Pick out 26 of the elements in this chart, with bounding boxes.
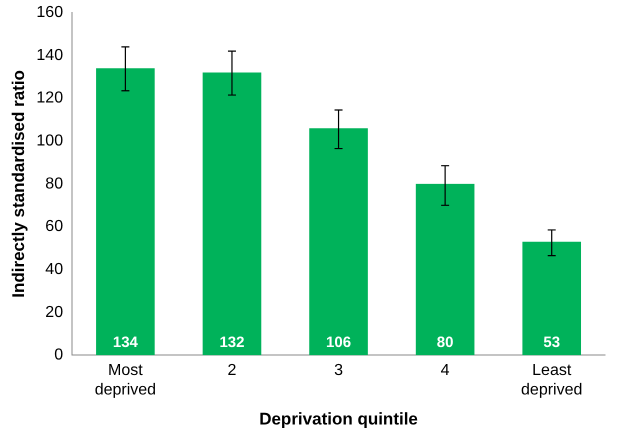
y-tick-label: 80 xyxy=(45,175,64,192)
y-tick-label: 0 xyxy=(54,346,64,364)
bar xyxy=(309,128,368,356)
x-tick-label: 2 xyxy=(228,362,237,380)
x-tick-label: Most deprived xyxy=(94,362,156,398)
data-label: 132 xyxy=(219,334,244,351)
y-tick-label: 20 xyxy=(45,304,64,321)
x-tick-label: Least deprived xyxy=(521,362,582,398)
y-tick-label: 60 xyxy=(45,218,64,236)
bar xyxy=(96,68,155,356)
x-tick-label: 4 xyxy=(440,362,450,380)
data-label: 106 xyxy=(326,334,352,351)
data-label: 53 xyxy=(543,334,560,351)
y-tick-label: 120 xyxy=(36,90,64,107)
bar xyxy=(416,184,474,356)
x-tick-label: 3 xyxy=(334,362,344,380)
data-label: 80 xyxy=(436,334,454,351)
bar xyxy=(202,72,262,356)
bar xyxy=(522,242,582,356)
x-axis-title: Deprivation quintile xyxy=(259,409,418,428)
y-tick-label: 140 xyxy=(36,46,64,64)
y-axis-title: Indirectly standardised ratio xyxy=(8,70,28,298)
y-tick-label: 100 xyxy=(36,132,64,150)
data-label: 134 xyxy=(112,334,139,351)
y-tick-label: 40 xyxy=(45,260,64,278)
y-tick-label: 160 xyxy=(36,4,64,22)
